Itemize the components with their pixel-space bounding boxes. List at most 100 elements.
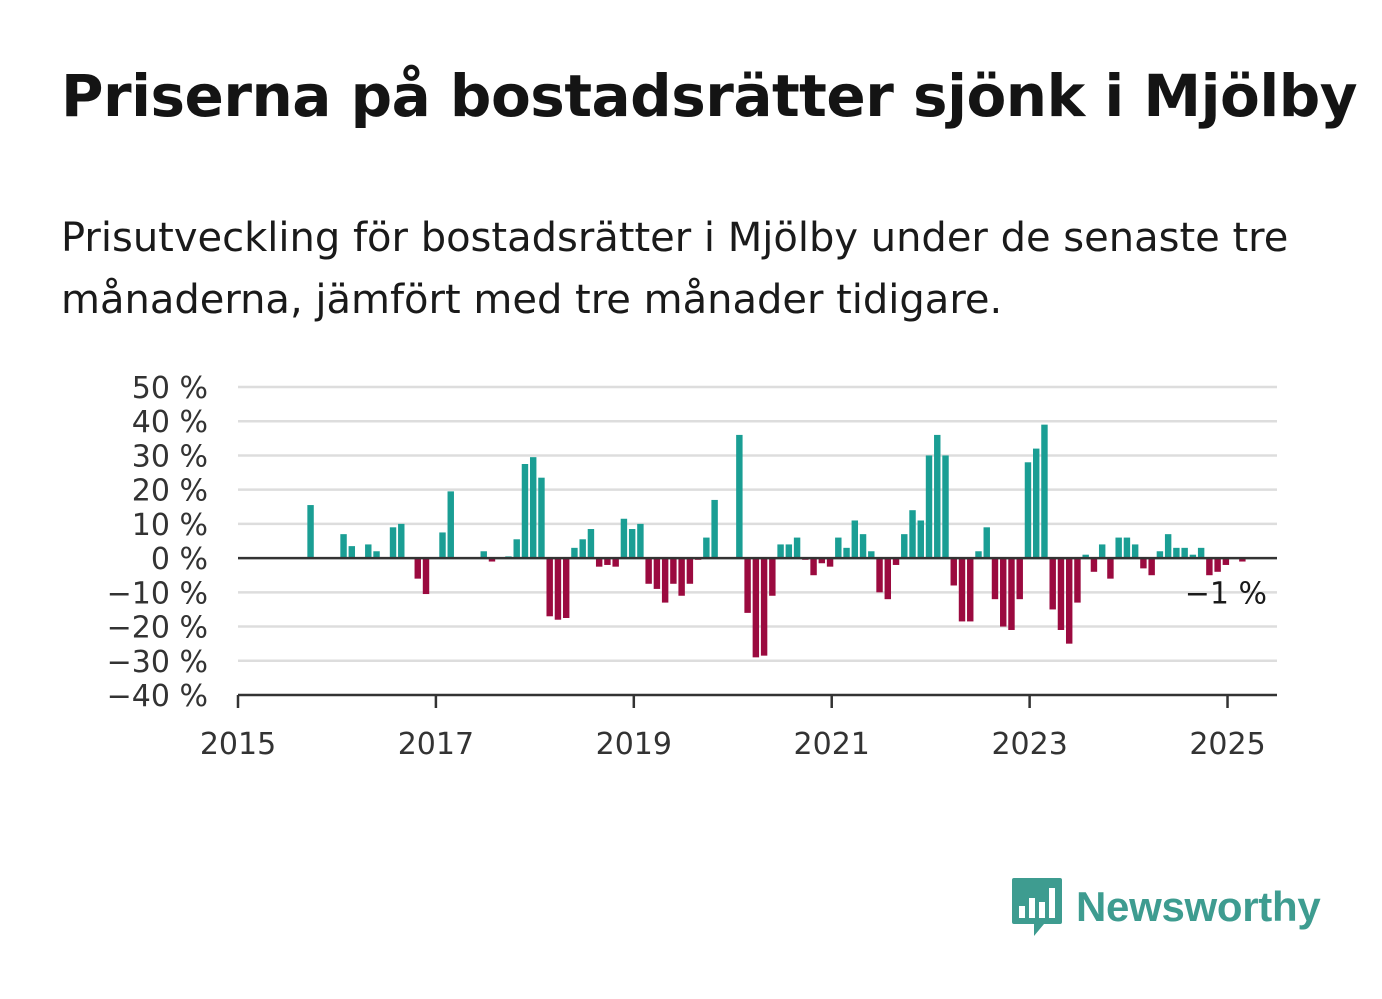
bar <box>1164 534 1172 559</box>
bar <box>554 558 562 620</box>
bar <box>769 558 776 596</box>
bar <box>826 558 834 567</box>
bar <box>958 558 966 622</box>
brand-logo: Newsworthy <box>1010 876 1321 938</box>
bars <box>307 424 1246 658</box>
bar <box>1024 462 1032 559</box>
bar <box>1032 448 1040 559</box>
chart-subtitle: Prisutveckling för bostadsrätter i Mjölb… <box>61 215 1289 323</box>
bar <box>892 558 900 565</box>
chart-title: Priserna på bostadsrätter sjönk i Mjölby <box>61 62 1358 130</box>
bar <box>637 523 644 559</box>
bar <box>1041 424 1048 559</box>
bar <box>521 464 529 559</box>
x-axis-ticks: 2015 2017 2019 2021 2023 2025 <box>200 695 1266 762</box>
y-tick-label: 50 % <box>132 371 208 406</box>
y-tick-label: −20 % <box>107 611 208 646</box>
x-tick-label: 2025 <box>1189 727 1265 762</box>
bar <box>967 558 974 622</box>
bar <box>365 544 372 559</box>
bar <box>785 544 793 559</box>
bar <box>645 558 652 584</box>
bar <box>389 527 397 559</box>
bar <box>546 558 553 617</box>
bar <box>538 477 545 559</box>
bar <box>1107 558 1114 579</box>
bar <box>917 520 924 559</box>
bar <box>1197 547 1205 559</box>
bar <box>513 539 520 559</box>
bar <box>1222 558 1230 565</box>
bar <box>1115 537 1122 559</box>
bar <box>562 558 570 618</box>
newsworthy-logo-icon <box>1012 878 1062 936</box>
bar <box>1206 558 1213 576</box>
bar <box>529 457 537 559</box>
bar <box>909 510 916 559</box>
x-tick-label: 2023 <box>991 727 1067 762</box>
bar <box>991 558 999 600</box>
bar <box>1239 558 1246 562</box>
last-value-label: −1 % <box>1185 576 1267 611</box>
y-tick-label: −30 % <box>107 645 208 680</box>
bar <box>488 558 496 562</box>
bar <box>1131 544 1139 559</box>
bar <box>620 518 628 559</box>
bar <box>1181 547 1188 559</box>
bar <box>398 523 405 559</box>
bar <box>414 558 421 579</box>
bar <box>373 551 380 559</box>
bar <box>1008 558 1015 630</box>
bar <box>1074 558 1081 603</box>
bar <box>480 551 487 559</box>
bar <box>1082 554 1089 559</box>
bar <box>810 558 817 576</box>
bar <box>868 551 875 559</box>
bar <box>612 558 619 567</box>
bar <box>1057 558 1065 630</box>
bar <box>340 534 347 559</box>
bar <box>307 505 314 559</box>
y-tick-label: 10 % <box>132 508 208 543</box>
bar <box>670 558 677 584</box>
bar <box>934 434 941 559</box>
bar <box>851 520 859 559</box>
x-tick-label: 2021 <box>794 727 870 762</box>
bar <box>942 455 949 559</box>
bar <box>628 529 636 559</box>
bar <box>744 558 751 613</box>
bar <box>859 534 867 559</box>
bar <box>752 558 760 658</box>
bar <box>925 455 933 559</box>
bar <box>760 558 768 656</box>
bar <box>604 558 611 565</box>
bar <box>439 532 446 559</box>
y-tick-label: 20 % <box>132 474 208 509</box>
bar <box>835 537 842 559</box>
bar <box>901 534 908 559</box>
bar <box>348 546 356 559</box>
y-tick-label: −10 % <box>107 576 208 611</box>
bar <box>711 499 718 559</box>
bar <box>1090 558 1098 572</box>
bar <box>777 544 784 559</box>
bar <box>1148 558 1155 576</box>
bar <box>884 558 892 600</box>
x-tick-label: 2017 <box>398 727 474 762</box>
bar <box>579 539 586 559</box>
bar <box>571 547 578 559</box>
bar <box>1173 547 1180 559</box>
bar <box>818 558 826 564</box>
bar <box>661 558 669 603</box>
y-axis-ticks: 50 %40 %30 %20 %10 %0 %−10 %−20 %−30 %−4… <box>107 371 208 714</box>
bar <box>653 558 661 589</box>
y-tick-label: 40 % <box>132 405 208 440</box>
bar <box>1189 554 1197 559</box>
y-tick-label: 0 % <box>151 542 208 577</box>
bar <box>1098 544 1106 559</box>
bar <box>983 527 990 559</box>
y-tick-label: 30 % <box>132 439 208 474</box>
bar <box>422 558 430 595</box>
bar <box>975 551 982 559</box>
